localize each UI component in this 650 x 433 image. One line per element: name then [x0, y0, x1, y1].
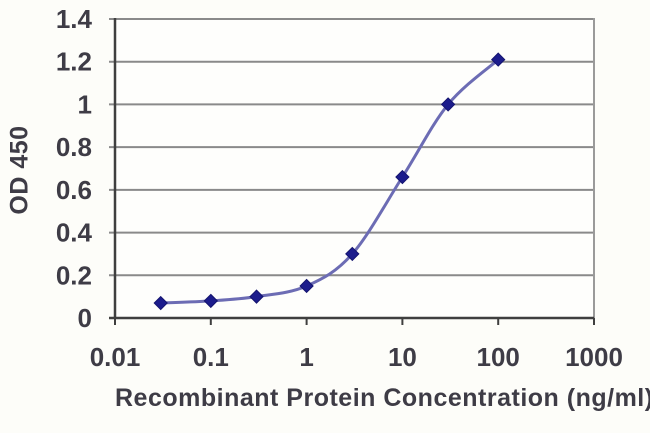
- y-tick-label-1: 1: [78, 89, 92, 119]
- x-tick-label-0.01: 0.01: [90, 342, 141, 372]
- y-tick-label-0.4: 0.4: [56, 218, 93, 248]
- data-point-10: [395, 169, 410, 185]
- data-point-0.3: [249, 289, 264, 304]
- x-axis-title: Recombinant Protein Concentration (ng/ml…: [115, 384, 650, 412]
- x-tick-label-0.1: 0.1: [193, 342, 229, 372]
- y-tick-label-0: 0: [78, 303, 92, 333]
- data-point-0.1: [203, 293, 219, 309]
- y-tick-label-1.2: 1.2: [56, 47, 92, 77]
- x-tick-label-10: 10: [388, 342, 417, 372]
- data-point-3: [345, 246, 360, 262]
- data-point-0.03: [153, 295, 168, 311]
- data-point-1: [299, 278, 314, 294]
- data-point-30: [440, 97, 456, 112]
- y-tick-label-0.8: 0.8: [56, 132, 92, 162]
- y-tick-label-0.6: 0.6: [56, 175, 92, 205]
- x-tick-label-100: 100: [477, 342, 520, 372]
- x-tick-label-1000: 1000: [565, 342, 623, 372]
- y-axis-title: OD 450: [5, 125, 34, 215]
- y-tick-label-1.4: 1.4: [56, 4, 93, 34]
- plot-background: [115, 19, 594, 318]
- x-tick-label-1: 1: [299, 342, 313, 372]
- data-point-100: [490, 52, 506, 67]
- y-tick-label-0.2: 0.2: [56, 260, 92, 290]
